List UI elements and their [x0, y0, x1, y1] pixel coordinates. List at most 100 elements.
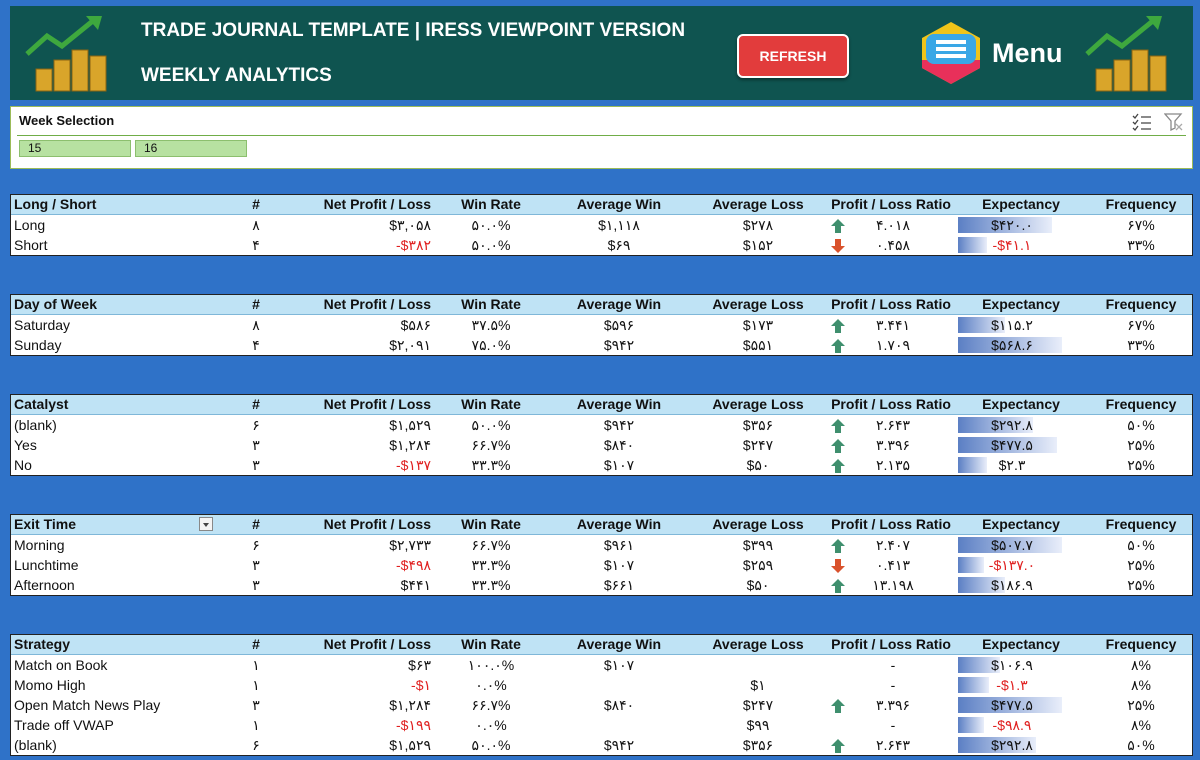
column-header-freq: Frequency [1105, 296, 1177, 312]
clear-filter-icon[interactable] [1164, 113, 1184, 131]
trade-count: ۱ [252, 657, 260, 673]
arrow-down-icon [831, 559, 845, 573]
average-loss: $۲۴۷ [742, 437, 774, 453]
frequency: ۳۳% [1127, 337, 1155, 353]
table-row: Lunchtime ۳ -$۴۹۸ ۳۳.۳% $۱۰۷ $۲۵۹ ۰.۴۱۳ -$۱۳۷.۰… [11, 555, 1192, 575]
expectancy: $۴۲۰.۰ [991, 217, 1033, 233]
win-rate: ۳۳.۳% [471, 577, 511, 593]
average-win: $۱۰۷ [603, 457, 635, 473]
table-row: Afternoon ۳ $۴۴۱ ۳۳.۳% $۶۶۱ $۵۰ ۱۳.۱۹۸ $۱۸۶.۹ ۲۵… [11, 575, 1192, 595]
column-header-freq: Frequency [1105, 516, 1177, 532]
expectancy: $۱۸۶.۹ [991, 577, 1033, 593]
arrow-up-icon [831, 539, 845, 553]
row-label: Saturday [14, 317, 71, 333]
analytics-table: Catalyst # Net Profit / Loss Win Rate Averag… [10, 394, 1193, 476]
average-loss: $۱۷۳ [742, 317, 774, 333]
arrow-down-icon [831, 239, 845, 253]
expectancy: $۵۰۷.۷ [991, 537, 1033, 553]
column-header-count: # [252, 196, 260, 212]
frequency: ۸% [1131, 717, 1151, 733]
average-win [559, 675, 679, 695]
average-win: $۶۶۱ [603, 577, 635, 593]
net-profit-loss: $۱,۲۸۴ [389, 697, 431, 713]
expectancy: $۲۹۲.۸ [991, 737, 1033, 753]
net-profit-loss: -$۴۹۸ [395, 557, 431, 573]
coins-growth-icon [1085, 16, 1167, 92]
net-profit-loss: $۱,۲۸۴ [389, 437, 431, 453]
table-title: Long / Short [14, 196, 97, 212]
table-row: Short ۴ -$۳۸۲ ۵۰.۰% $۶۹ $۱۵۲ ۰.۴۵۸ -$۴۱.۱ ۳۳% [11, 235, 1192, 255]
analytics-table: Strategy # Net Profit / Loss Win Rate Averag… [10, 634, 1193, 756]
column-header-exp: Expectancy [982, 296, 1060, 312]
table-row: Saturday ۸ $۵۸۶ ۳۷.۵% $۵۹۶ $۱۷۳ ۳.۴۴۱ $۱۱۵.۲ ۶۷% [11, 315, 1192, 335]
trade-count: ۳ [252, 437, 260, 453]
profit-loss-ratio: ۳.۳۹۶ [876, 437, 910, 453]
profit-loss-ratio: ۰.۴۱۳ [876, 557, 910, 573]
trade-count: ۸ [252, 317, 260, 333]
row-label: Yes [14, 437, 37, 453]
win-rate: ۳۳.۳% [471, 557, 511, 573]
column-header-ratio: Profit / Loss Ratio [831, 196, 951, 212]
average-win: $۱۰۷ [603, 557, 635, 573]
filter-dropdown-icon[interactable] [199, 517, 213, 531]
column-header-ratio: Profit / Loss Ratio [831, 296, 951, 312]
profit-loss-ratio: ۱۳.۱۹۸ [872, 577, 914, 593]
average-loss: $۳۹۹ [742, 537, 774, 553]
average-win: $۱۰۷ [603, 657, 635, 673]
row-label: Lunchtime [14, 557, 79, 573]
frequency: ۸% [1131, 677, 1151, 693]
slicer-item-15[interactable]: 15 [19, 140, 131, 157]
column-header-count: # [252, 636, 260, 652]
refresh-button[interactable]: REFRESH [737, 34, 849, 78]
column-header-avg_loss: Average Loss [712, 296, 804, 312]
expectancy-databar [958, 457, 987, 473]
trade-count: ۶ [252, 737, 260, 753]
net-profit-loss: $۴۴۱ [400, 577, 431, 593]
column-header-count: # [252, 296, 260, 312]
table-header-row: Catalyst # Net Profit / Loss Win Rate Averag… [11, 395, 1192, 415]
slicer-item-16[interactable]: 16 [135, 140, 247, 157]
row-label: Morning [14, 537, 65, 553]
trade-count: ۱ [252, 717, 260, 733]
net-profit-loss: -$۱۹۹ [395, 717, 431, 733]
average-loss: $۲۷۸ [742, 217, 774, 233]
column-header-win: Win Rate [461, 636, 521, 652]
table-row: Long ۸ $۳,۰۵۸ ۵۰.۰% $۱,۱۱۸ $۲۷۸ ۴.۰۱۸ $۴۲۰.۰ ۶۷% [11, 215, 1192, 235]
profit-loss-ratio: ۲.۱۳۵ [876, 457, 910, 473]
table-row: Trade off VWAP ۱ -$۱۹۹ ۰.۰% $۹۹ - -$۹۸.۹ ۸% [11, 715, 1192, 735]
arrow-up-icon [831, 339, 845, 353]
net-profit-loss: -$۳۸۲ [395, 237, 431, 253]
row-label: Match on Book [14, 657, 108, 673]
net-profit-loss: $۲,۰۹۱ [389, 337, 431, 353]
expectancy-databar [958, 697, 1062, 713]
win-rate: ۰.۰% [475, 717, 507, 733]
average-win [559, 715, 679, 735]
app-header: TRADE JOURNAL TEMPLATE | IRESS VIEWPOINT… [10, 6, 1193, 100]
expectancy: $۵۶۸.۶ [991, 337, 1033, 353]
expectancy: $۲۹۲.۸ [991, 417, 1033, 433]
arrow-up-icon [831, 439, 845, 453]
expectancy-databar [958, 737, 1036, 753]
trade-count: ۶ [252, 537, 260, 553]
arrow-up-icon [831, 219, 845, 233]
average-loss: $۵۰ [746, 457, 770, 473]
frequency: ۸% [1131, 657, 1151, 673]
table-title: Day of Week [14, 296, 97, 312]
column-header-freq: Frequency [1105, 196, 1177, 212]
net-profit-loss: $۳,۰۵۸ [389, 217, 431, 233]
table-row: (blank) ۶ $۱,۵۲۹ ۵۰.۰% $۹۴۲ $۳۵۶ ۲.۶۴۳ $۲۹۲.۸ ۵۰… [11, 415, 1192, 435]
analytics-table: Exit Time # Net Profit / Loss Win Rate Avera… [10, 514, 1193, 596]
trade-count: ۳ [252, 457, 260, 473]
frequency: ۲۵% [1127, 557, 1155, 573]
profit-loss-ratio: ۲.۶۴۳ [876, 737, 910, 753]
column-header-count: # [252, 396, 260, 412]
column-header-freq: Frequency [1105, 636, 1177, 652]
arrow-up-icon [831, 579, 845, 593]
page-subtitle: WEEKLY ANALYTICS [141, 65, 332, 86]
column-header-net: Net Profit / Loss [323, 516, 431, 532]
multi-select-icon[interactable] [1132, 113, 1152, 131]
row-label: Trade off VWAP [14, 717, 114, 733]
expectancy-databar [958, 237, 987, 253]
profit-loss-ratio: ۲.۴۰۷ [876, 537, 910, 553]
menu-button[interactable]: Menu [918, 18, 1078, 88]
